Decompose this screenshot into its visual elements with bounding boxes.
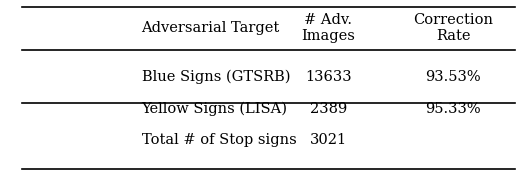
Text: Total # of Stop signs: Total # of Stop signs <box>141 133 296 147</box>
Text: 95.33%: 95.33% <box>425 102 481 116</box>
Text: # Adv.
Images: # Adv. Images <box>302 13 355 43</box>
Text: Blue Signs (GTSRB): Blue Signs (GTSRB) <box>141 70 290 84</box>
Text: Correction
Rate: Correction Rate <box>413 13 493 43</box>
Text: 3021: 3021 <box>310 133 347 147</box>
Text: 93.53%: 93.53% <box>425 70 481 84</box>
Text: Yellow Signs (LISA): Yellow Signs (LISA) <box>141 102 288 116</box>
Text: 2389: 2389 <box>310 102 347 116</box>
Text: Adversarial Target: Adversarial Target <box>141 21 280 35</box>
Text: 13633: 13633 <box>305 70 352 84</box>
